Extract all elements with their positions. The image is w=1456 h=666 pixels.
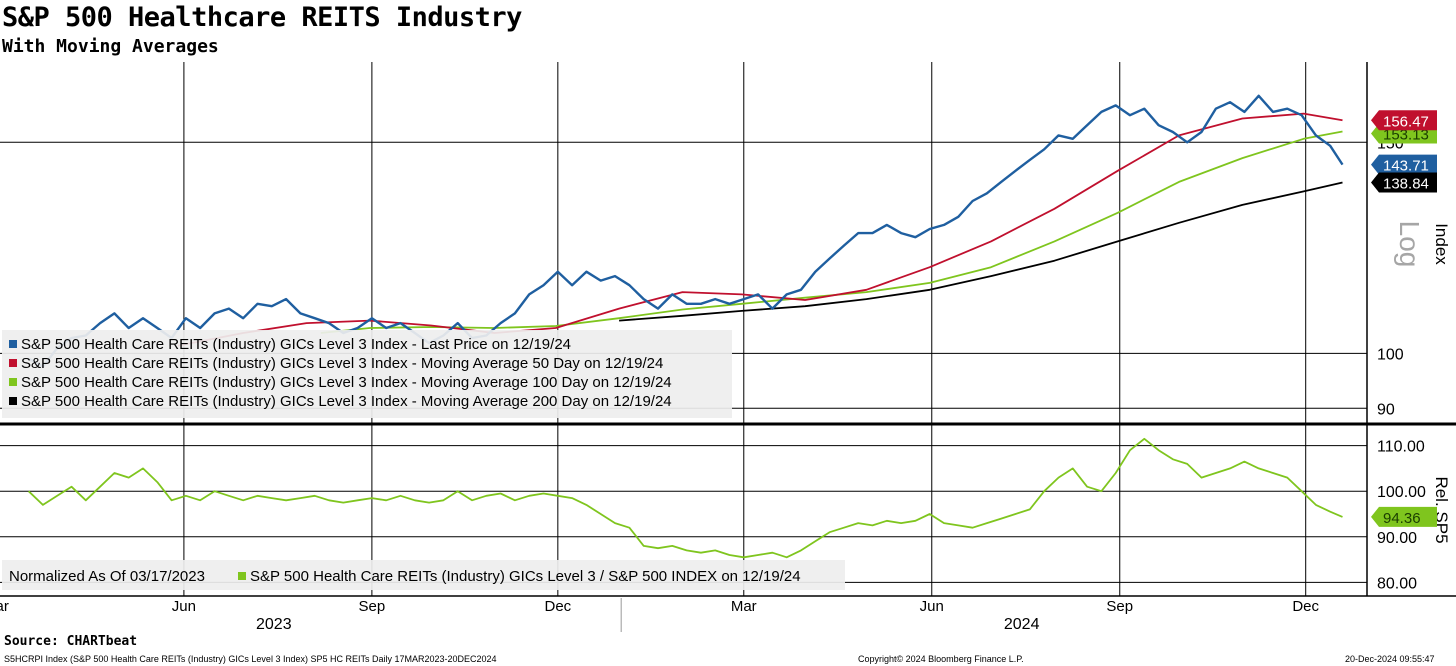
value-tag-shape — [1371, 154, 1437, 175]
legend-background — [2, 330, 732, 418]
axis-layer: MarJunSepDecMarJunSepDec2023202490100150… — [0, 62, 1456, 633]
copyright-notice: Copyright© 2024 Bloomberg Finance L.P. — [858, 654, 1024, 664]
legend-swatch — [9, 359, 17, 367]
value-tag-text: 138.84 — [1383, 176, 1429, 193]
x-tick-label: Sep — [359, 598, 386, 615]
normalization-note: Normalized As Of 03/17/2023 — [9, 568, 205, 585]
value-tag-shape — [1371, 506, 1437, 527]
value-tag-text: 94.36 — [1383, 510, 1421, 527]
x-year-label: 2024 — [1004, 616, 1040, 633]
y-tick-label: 110.00 — [1377, 439, 1425, 456]
x-tick-label: Jun — [172, 598, 196, 615]
x-tick-label: Mar — [0, 598, 9, 615]
source-credit: Source: CHARTbeat — [4, 634, 138, 649]
legend-entry: S&P 500 Health Care REITs (Industry) GIC… — [21, 393, 672, 410]
x-tick-label: Jun — [920, 598, 944, 615]
relative-value-tag: 94.36 — [1371, 506, 1437, 527]
y-tick-label: 100 — [1377, 346, 1404, 363]
x-tick-label: Dec — [1292, 598, 1319, 615]
value-tag-text: 143.71 — [1383, 158, 1429, 175]
value-tag-shape — [1371, 172, 1437, 193]
timestamp: 20-Dec-2024 09:55:47 — [1345, 654, 1435, 664]
legend-swatch — [238, 572, 246, 580]
legend-entry: S&P 500 Health Care REITs (Industry) GIC… — [21, 374, 672, 391]
value-tag-text: 156.47 — [1383, 113, 1429, 130]
legend-entry: S&P 500 Health Care REITs (Industry) GIC… — [21, 336, 571, 353]
legend-layer: S&P 500 Health Care REITs (Industry) GIC… — [2, 330, 845, 590]
x-tick-label: Sep — [1106, 598, 1133, 615]
ticker-description: S5HCRPI Index (S&P 500 Health Care REITs… — [4, 654, 497, 664]
legend-swatch — [9, 397, 17, 405]
legend-swatch — [9, 378, 17, 386]
y-tick-label: 90 — [1377, 401, 1395, 418]
legend-entry: S&P 500 Health Care REITs (Industry) GIC… — [250, 568, 801, 585]
ma200-line — [619, 181, 1343, 322]
value-tag-text: 153.13 — [1383, 127, 1429, 144]
legend-background — [2, 560, 845, 590]
x-year-label: 2023 — [256, 616, 292, 633]
value-tag-shape — [1371, 110, 1437, 131]
legend-swatch — [9, 340, 17, 348]
top-legend: S&P 500 Health Care REITs (Industry) GIC… — [2, 330, 732, 418]
price-value-tag: 143.71 — [1371, 154, 1437, 175]
chart-subtitle: With Moving Averages — [2, 36, 219, 57]
price-line — [28, 94, 1344, 368]
bottom-legend: Normalized As Of 03/17/2023 S&P 500 Healt… — [2, 560, 845, 590]
series-layer — [27, 94, 1344, 559]
log-scale-label: Log — [1394, 221, 1425, 268]
ma50-line — [177, 112, 1343, 347]
x-tick-label: Mar — [731, 598, 757, 615]
y-tick-label: 100.00 — [1377, 484, 1426, 501]
y-tick-label: 80.00 — [1377, 575, 1417, 592]
ma200-value-tag: 138.84 — [1371, 172, 1437, 193]
relative-performance-line — [27, 437, 1343, 559]
chart-title: S&P 500 Healthcare REITS Industry — [2, 2, 522, 33]
y-tick-label: 90.00 — [1377, 530, 1417, 547]
y-axis-title: Index — [1432, 223, 1451, 265]
legend-entry: S&P 500 Health Care REITs (Industry) GIC… — [21, 355, 663, 372]
x-tick-label: Dec — [544, 598, 571, 615]
ma50-value-tag: 156.47 — [1371, 110, 1437, 131]
